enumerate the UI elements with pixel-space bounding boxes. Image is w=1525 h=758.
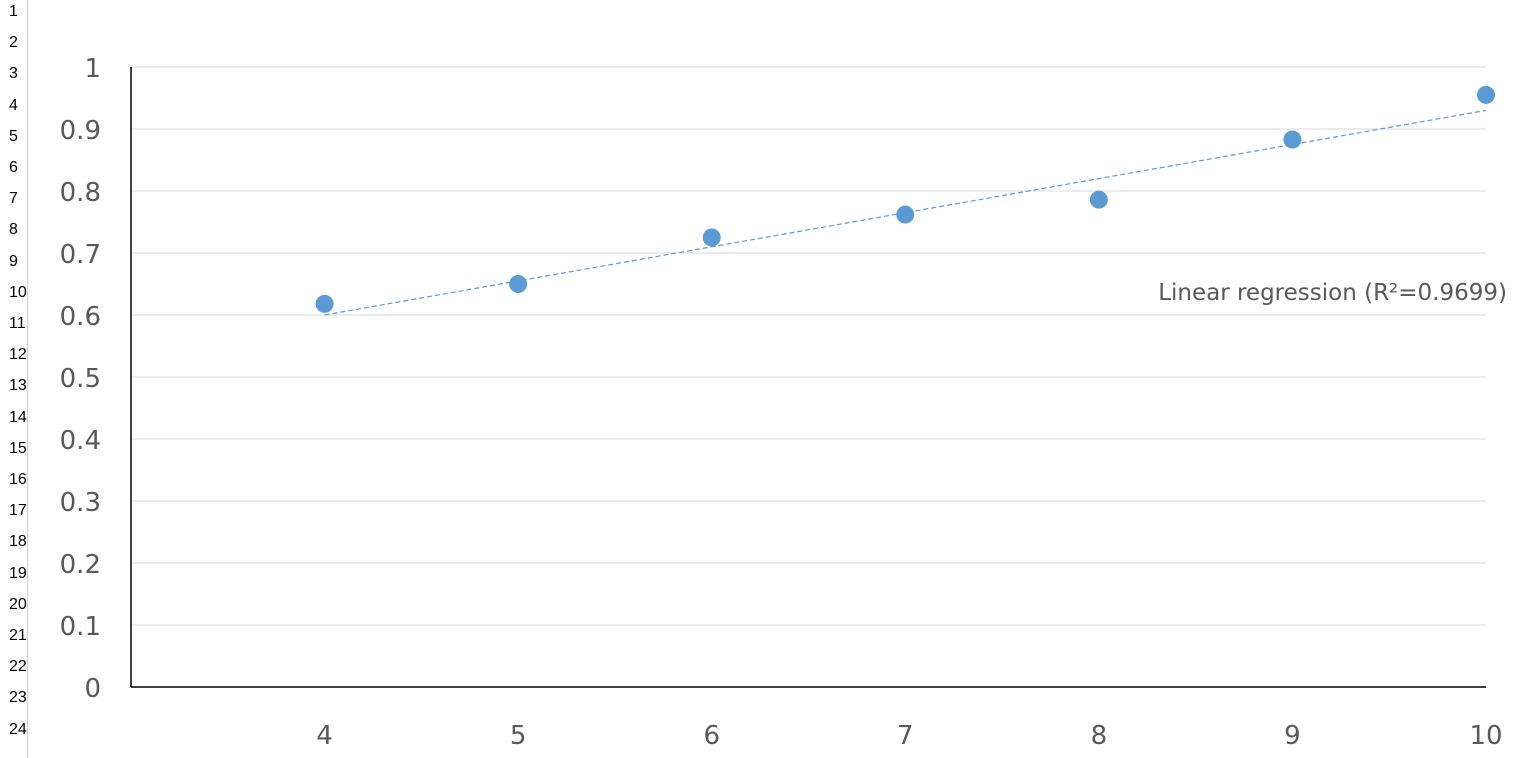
row-number: 4 <box>9 96 18 114</box>
row-number: 19 <box>9 564 27 582</box>
trendline-label: Linear regression (R²=0.9699) <box>1158 280 1507 306</box>
row-number: 7 <box>9 190 18 208</box>
data-point <box>1089 190 1108 209</box>
x-tick-label: 8 <box>1091 721 1108 751</box>
row-number: 16 <box>9 471 27 488</box>
data-point <box>702 228 721 247</box>
row-number: 22 <box>9 658 27 676</box>
data-point <box>1283 130 1302 149</box>
row-number: 1 <box>9 3 18 20</box>
row-number: 23 <box>9 689 27 707</box>
row-number: 15 <box>9 439 27 457</box>
row-number-gutter: 1 2 3 4 5 6 7 8 9 10 11 12 13 14 15 16 17 18 19 20 21 22 23 24 <box>0 0 40 758</box>
row-number: 6 <box>9 159 18 176</box>
data-point <box>315 294 334 313</box>
y-tick-label: 1 <box>84 54 101 84</box>
row-number: 20 <box>9 595 27 613</box>
y-tick-label: 0.6 <box>60 302 101 332</box>
y-tick-label: 0.9 <box>60 116 101 146</box>
x-tick-label: 5 <box>510 721 527 751</box>
y-tick-label: 0 <box>84 674 101 704</box>
row-number: 11 <box>9 315 26 332</box>
x-tick-label: 4 <box>316 721 333 751</box>
x-tick-label: 9 <box>1284 721 1301 751</box>
x-tick-label: 6 <box>703 721 720 751</box>
row-number: 24 <box>9 720 27 738</box>
y-tick-label: 0.4 <box>60 426 101 456</box>
data-point <box>509 275 528 293</box>
data-point <box>1477 85 1495 104</box>
y-tick-label: 0.2 <box>60 550 101 580</box>
row-number: 12 <box>9 346 27 364</box>
y-tick-label: 0.8 <box>60 178 101 208</box>
row-number: 21 <box>9 627 27 644</box>
gridlines <box>131 66 1486 626</box>
x-tick-label: 10 <box>1469 721 1502 751</box>
row-number: 14 <box>9 408 27 426</box>
row-number: 5 <box>9 127 18 145</box>
y-tick-label: 0.1 <box>60 612 101 642</box>
row-number: 8 <box>9 221 18 239</box>
y-tick-label: 0.3 <box>60 488 101 518</box>
row-number: 10 <box>9 283 27 301</box>
y-tick-label: 0.5 <box>60 364 101 394</box>
row-number: 2 <box>9 34 18 52</box>
x-tick-label: 7 <box>897 721 914 751</box>
x-tick-labels: 4 5 6 7 8 9 10 <box>316 721 1502 751</box>
row-number: 13 <box>9 377 27 395</box>
data-points <box>315 85 1495 313</box>
y-tick-label: 0.7 <box>60 240 101 270</box>
row-number: 18 <box>9 533 27 551</box>
gutter-divider <box>27 0 28 758</box>
axes <box>130 67 1486 688</box>
row-number: 3 <box>9 65 18 83</box>
data-point <box>896 205 915 224</box>
row-number: 17 <box>9 502 27 520</box>
y-tick-labels: 0 0.1 0.2 0.3 0.4 0.5 0.6 0.7 0.8 0.9 1 <box>60 54 101 704</box>
row-number: 9 <box>9 252 18 270</box>
